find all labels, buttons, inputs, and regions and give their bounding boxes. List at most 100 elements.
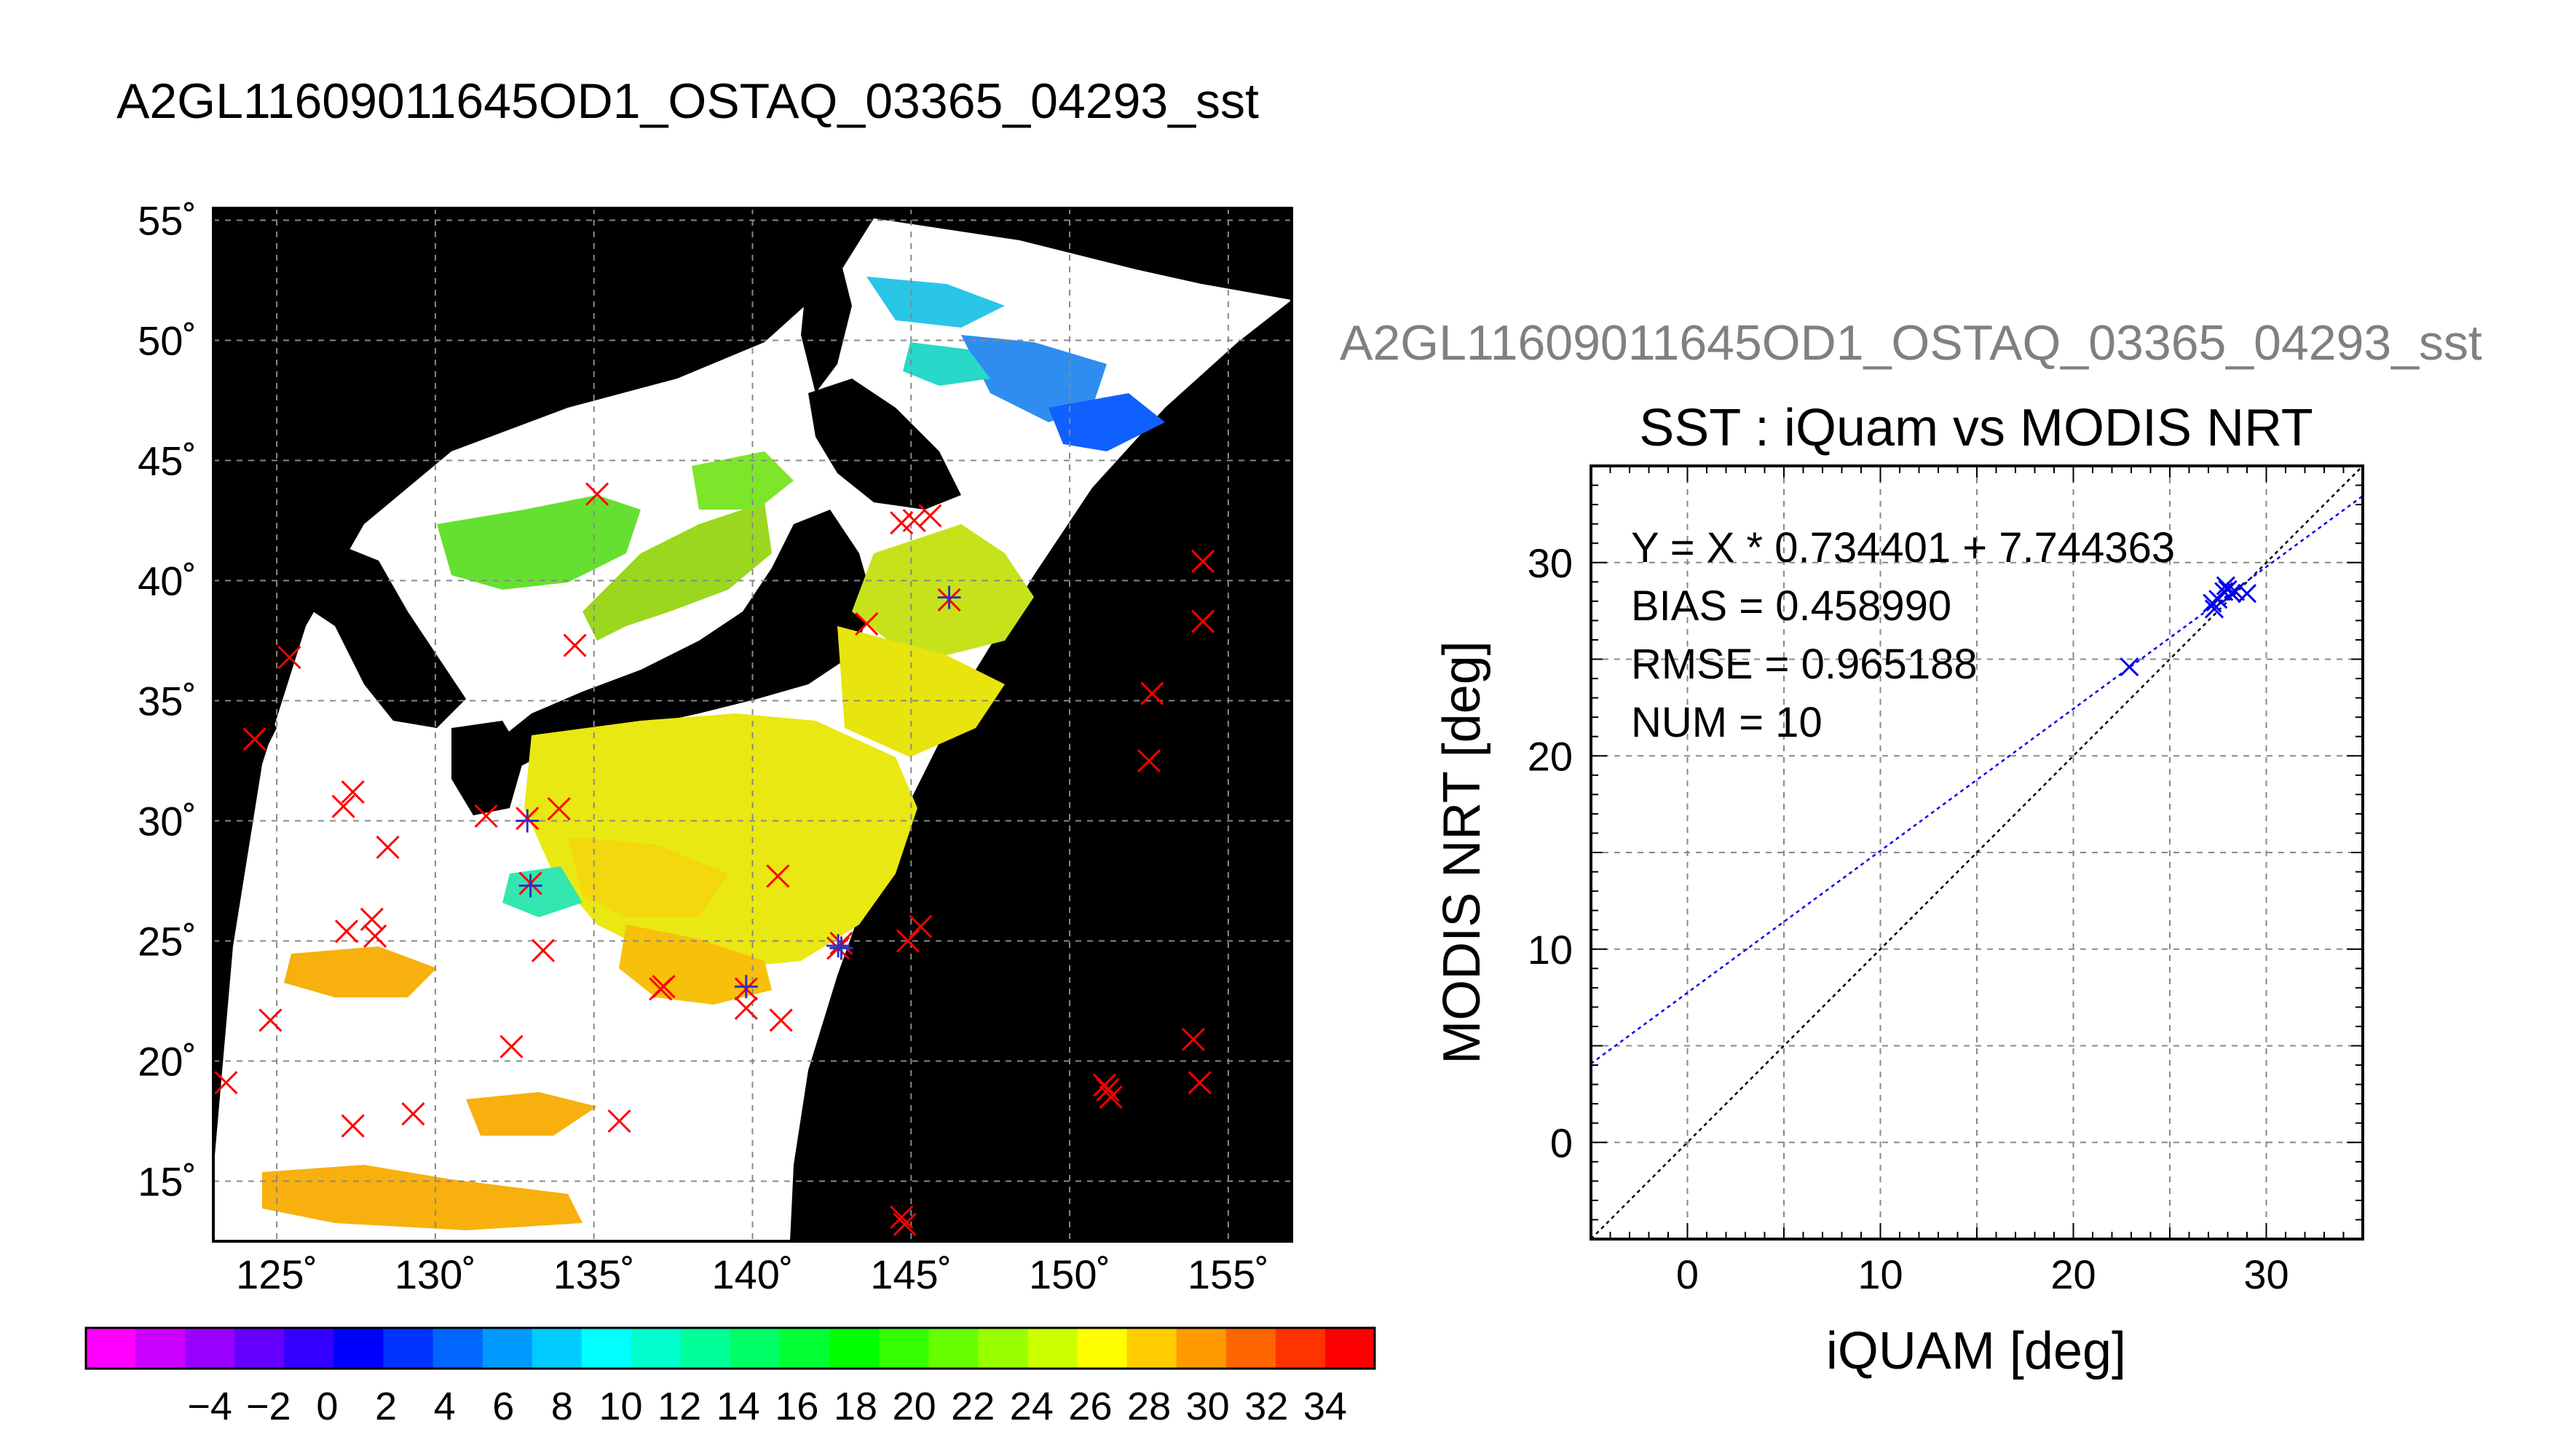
page-title: A2GL11609011645OD1_OSTAQ_03365_04293_sst <box>117 74 1259 129</box>
map-lon-tick-label: 155˚ <box>1188 1251 1269 1297</box>
colorbar-label: 26 <box>1068 1385 1112 1428</box>
iquam-point-marker <box>769 1008 793 1032</box>
colorbar-label: −2 <box>246 1385 291 1428</box>
colorbar-cell <box>433 1328 483 1369</box>
satellite-swath <box>213 218 1292 1241</box>
iquam-point-marker <box>896 929 920 953</box>
kamchatka-land <box>1107 226 1194 277</box>
x-axis-label: iQUAM [deg] <box>1826 1322 2126 1380</box>
colorbar-cell <box>879 1328 929 1369</box>
iquam-point-marker <box>1181 1027 1206 1051</box>
map-lon-tick-label: 135˚ <box>553 1251 635 1297</box>
scatter-point <box>2204 599 2224 619</box>
colorbar-label: 22 <box>951 1385 995 1428</box>
colorbar-cell <box>1176 1328 1227 1369</box>
iquam-point-marker <box>474 804 498 828</box>
iquam-point-marker <box>855 612 879 636</box>
sst-colorbar: −4 −2 0 2 4 6 8 10 12 14 16 18 20 22 24 26 28 30 32 34 <box>84 1326 1376 1428</box>
chart-points <box>2120 576 2257 677</box>
colorbar-cell <box>1077 1328 1128 1369</box>
iquam-point-marker <box>1096 1078 1120 1102</box>
colorbar-label: 8 <box>551 1385 573 1428</box>
colorbar-cell <box>234 1328 285 1369</box>
iquam-point-marker <box>563 633 587 657</box>
colorbar-label: 32 <box>1244 1385 1288 1428</box>
matchup-point-marker <box>734 975 758 999</box>
iquam-point-marker <box>652 975 676 999</box>
map-lat-tick-label: 20˚ <box>138 1039 197 1085</box>
map-lat-tick-label: 35˚ <box>138 678 197 724</box>
scatter-point <box>2226 582 2246 601</box>
colorbar-cell <box>383 1328 434 1369</box>
iquam-point-marker <box>893 1212 917 1236</box>
colorbar-cell <box>135 1328 186 1369</box>
matchup-point-marker <box>516 809 540 833</box>
colorbar-cell <box>978 1328 1028 1369</box>
map-lat-tick-labels: 15˚ 20˚ 25˚ 30˚ 35˚ 40˚ 45˚ 50˚ 55˚ <box>138 198 197 1205</box>
scatter-point <box>2208 590 2228 609</box>
map-lon-tick-label: 145˚ <box>870 1251 952 1297</box>
stats-annotation: NUM = 10 <box>1631 699 1823 746</box>
colorbar-label: 10 <box>599 1385 642 1428</box>
iquam-point-marker <box>334 919 359 943</box>
stats-annotation: Y = X * 0.734401 + 7.744363 <box>1631 524 2175 571</box>
iquam-point-marker <box>918 504 942 528</box>
colorbar-cells <box>86 1328 1375 1369</box>
sst-map: 125˚ 130˚ 135˚ 140˚ 145˚ 150˚ 155˚ 15˚ 20˚ 25˚ 30… <box>138 198 1293 1297</box>
iquam-point-marker <box>1137 748 1161 773</box>
map-gridlines <box>213 208 1292 1241</box>
colorbar-label: −4 <box>187 1385 232 1428</box>
iquam-point-marker <box>341 1114 365 1138</box>
colorbar-cell <box>482 1328 533 1369</box>
iquam-point-marker <box>890 1205 914 1230</box>
fit-line <box>1590 495 2364 1065</box>
x-tick-label: 10 <box>1857 1251 1903 1297</box>
iquam-point-marker <box>909 914 933 938</box>
colorbar-label: 4 <box>434 1385 456 1428</box>
colorbar-cell <box>284 1328 334 1369</box>
y-tick-label: 0 <box>1550 1120 1573 1166</box>
matchup-point-marker <box>937 585 961 609</box>
iquam-point-marker <box>1099 1085 1123 1109</box>
colorbar-cell <box>1225 1328 1276 1369</box>
iquam-point-marker <box>499 1034 524 1059</box>
colorbar-cell <box>780 1328 830 1369</box>
chart-gridlines <box>1591 466 2363 1239</box>
colorbar-cell <box>928 1328 979 1369</box>
iquam-point-marker <box>585 482 609 506</box>
colorbar-label: 28 <box>1127 1385 1171 1428</box>
colorbar-frame <box>84 1326 1376 1370</box>
colorbar-cell <box>829 1328 880 1369</box>
iquam-point-marker <box>1188 1071 1212 1095</box>
map-iquam-points <box>214 482 1215 1236</box>
iquam-point-marker <box>547 796 571 821</box>
scatter-point <box>2218 579 2238 599</box>
y-tick-label: 20 <box>1528 733 1573 779</box>
colorbar-label: 16 <box>775 1385 818 1428</box>
x-tick-label: 0 <box>1676 1251 1699 1297</box>
matchup-point-marker <box>518 874 542 898</box>
map-lon-tick-labels: 125˚ 130˚ 135˚ 140˚ 145˚ 150˚ 155˚ <box>236 1251 1269 1297</box>
identity-line <box>1590 465 2364 1240</box>
chart-title: SST : iQuam vs MODIS NRT <box>1639 399 2313 457</box>
matchup-point-marker <box>826 934 850 958</box>
map-lon-tick-label: 130˚ <box>395 1251 476 1297</box>
japan-honshu-land <box>495 510 874 772</box>
colorbar-cell <box>1324 1328 1375 1369</box>
matchup-point-marker <box>829 936 853 960</box>
chart-lines <box>1590 465 2364 1240</box>
colorbar-labels: −4 −2 0 2 4 6 8 10 12 14 16 18 20 22 24 26 28 30 32 34 <box>187 1385 1347 1428</box>
x-tick-label: 30 <box>2243 1251 2289 1297</box>
scatter-window-title: A2GL11609011645OD1_OSTAQ_03365_04293_sst <box>1340 315 2482 371</box>
map-frame <box>212 207 1293 1243</box>
y-tick-label: 10 <box>1528 927 1573 973</box>
map-lat-tick-label: 15˚ <box>138 1159 197 1205</box>
colorbar-label: 0 <box>316 1385 338 1428</box>
scatter-point <box>2214 582 2234 601</box>
scatter-point <box>2203 593 2222 613</box>
map-lon-tick-label: 150˚ <box>1029 1251 1110 1297</box>
iquam-point-marker <box>1190 550 1215 574</box>
colorbar-cell <box>333 1328 384 1369</box>
iquam-point-marker <box>363 924 387 948</box>
colorbar-label: 14 <box>716 1385 760 1428</box>
